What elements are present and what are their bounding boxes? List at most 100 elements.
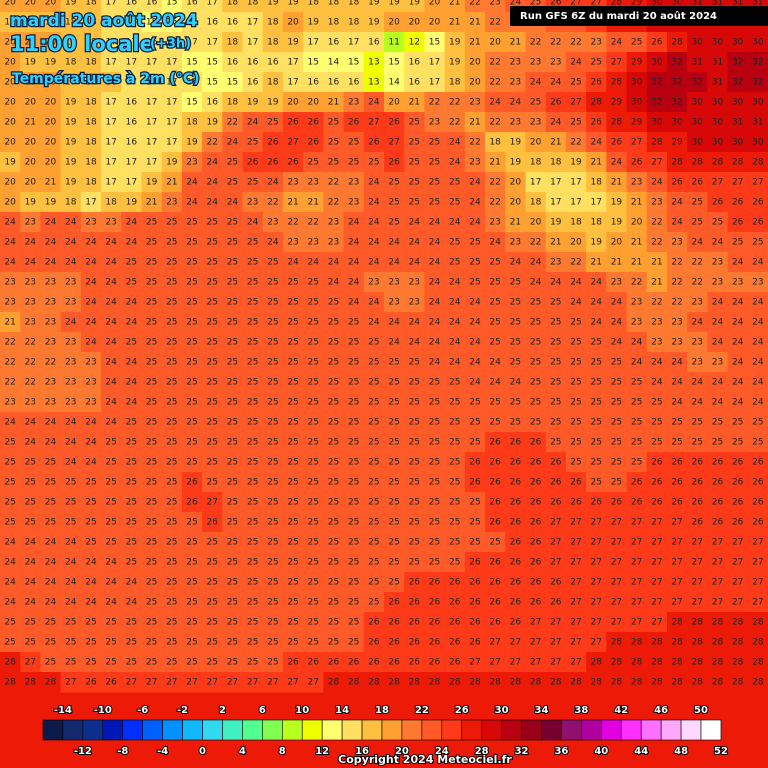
temperature-value: 25 [287,538,298,548]
grid-cell [0,152,21,173]
temperature-value: 26 [752,478,764,488]
grid-cell [101,152,122,173]
temperature-value: 26 [671,178,683,188]
temperature-value: 24 [85,598,97,608]
temperature-value: 25 [328,398,339,408]
temperature-value: 25 [206,658,217,668]
temperature-value: 25 [126,338,137,348]
temperature-value: 25 [206,398,217,408]
grid-cell [384,72,405,93]
temperature-value: 27 [671,538,682,548]
temperature-value: 17 [146,58,157,68]
temperature-value: 24 [85,578,97,588]
temperature-value: 24 [692,398,704,408]
legend-tick: 50 [694,705,708,716]
temperature-value: 25 [186,338,197,348]
temperature-value: 23 [388,278,399,288]
temperature-value: 15 [227,78,238,88]
temperature-value: 25 [247,538,258,548]
temperature-value: 25 [308,278,319,288]
temperature-value: 27 [530,658,541,668]
grid-cell [242,132,264,153]
legend-tick: -4 [157,746,168,757]
temperature-value: 27 [65,678,76,688]
temperature-value: 19 [287,0,299,8]
temperature-value: 24 [45,418,57,428]
temperature-value: 27 [489,658,500,668]
grid-cell [666,72,688,93]
temperature-value: 25 [247,478,258,488]
grid-cell [121,0,142,13]
temperature-value: 24 [550,278,562,288]
legend-box [301,719,323,741]
temperature-value: 23 [530,58,541,68]
temperature-value: 25 [267,558,278,568]
temperature-value: 20 [530,218,542,228]
temperature-value: 22 [469,138,480,148]
legend-box [401,719,423,741]
grid-cell [343,112,365,133]
temperature-value: 25 [247,138,258,148]
temperature-value: 25 [388,358,399,368]
temperature-value: 25 [186,258,197,268]
legend-tick: 48 [674,746,688,757]
temperature-value: 15 [348,58,359,68]
temperature-value: 31 [732,118,743,128]
temperature-value: 20 [409,18,421,28]
temperature-value: 22 [25,338,36,348]
temperature-value: 18 [328,18,340,28]
temperature-value: 27 [570,538,581,548]
temperature-value: 25 [186,458,197,468]
temperature-value: 26 [752,518,764,528]
temperature-value: 25 [348,458,359,468]
temperature-value: 27 [146,678,157,688]
temperature-value: 25 [65,618,76,628]
temperature-value: 24 [85,438,97,448]
grid-cell [687,72,708,93]
temperature-value: 17 [166,38,177,48]
temperature-value: 24 [348,218,360,228]
grid-cell [121,72,142,93]
grid-cell [40,12,62,33]
temperature-value: 20 [4,98,16,108]
temperature-value: 17 [206,38,217,48]
grid-cell [747,32,768,53]
temperature-value: 24 [692,378,704,388]
temperature-value: 26 [510,458,522,468]
temperature-value: 24 [469,378,481,388]
temperature-value: 26 [692,478,704,488]
temperature-value: 26 [388,658,400,668]
temperature-value: 25 [671,438,682,448]
temperature-value: 25 [590,458,601,468]
grid-cell [202,92,223,113]
temperature-value: 25 [429,438,440,448]
temperature-value: 24 [85,258,97,268]
grid-cell [60,112,82,133]
temperature-value: 26 [732,478,744,488]
temperature-value: 25 [489,278,500,288]
legend-box [281,719,303,741]
grid-cell [424,32,446,53]
temperature-value: 23 [65,338,76,348]
temperature-value: 25 [429,138,440,148]
temperature-value: 25 [166,478,177,488]
temperature-value: 27 [611,618,622,628]
legend-tick: 34 [535,705,549,716]
temperature-value: 20 [45,78,57,88]
temperature-value: 27 [732,538,743,548]
temperature-value: 25 [287,438,298,448]
grid-cell [464,0,486,13]
temperature-value: 28 [409,678,421,688]
legend-tick: -8 [117,746,128,757]
temperature-value: 24 [45,238,57,248]
temperature-value: 28 [671,38,683,48]
temperature-value: 31 [692,0,703,8]
temperature-value: 19 [65,118,77,128]
grid-cell [687,112,708,133]
temperature-value: 25 [146,318,157,328]
grid-cell [606,92,628,113]
grid-cell [586,52,607,73]
temperature-value: 25 [550,378,561,388]
temperature-value: 25 [247,558,258,568]
temperature-value: 22 [489,198,500,208]
